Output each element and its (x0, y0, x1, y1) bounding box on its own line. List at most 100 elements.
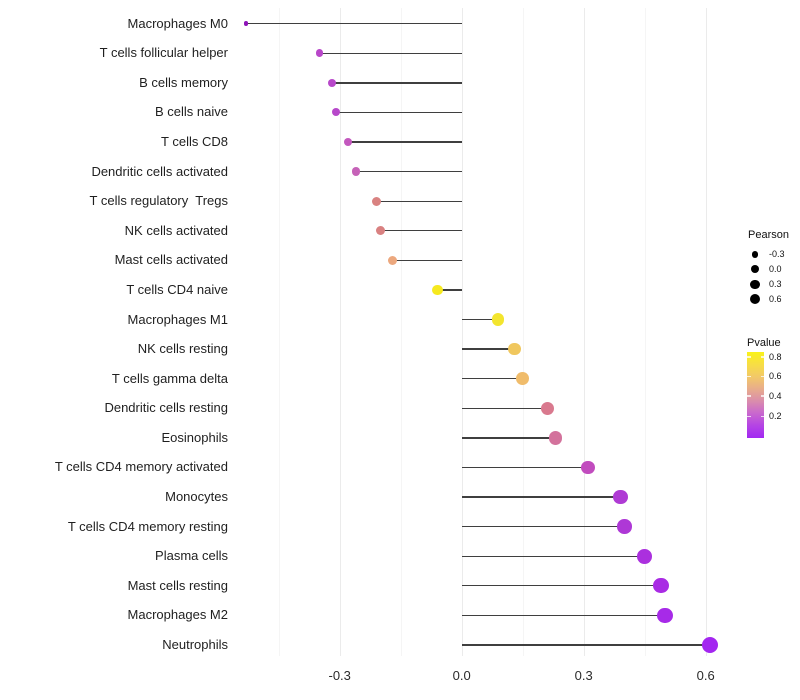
lollipop-dot (375, 226, 386, 236)
pvalue-legend-title: Pvalue (747, 337, 781, 349)
legend-size-label: 0.3 (769, 278, 782, 289)
legend-size-label: 0.6 (769, 293, 782, 304)
lollipop-dot (431, 284, 443, 296)
y-axis-label: Dendritic cells activated (91, 163, 228, 179)
colorbar-tick (760, 356, 764, 358)
lollipop-segment (246, 23, 462, 25)
legend-size-label: -0.3 (769, 248, 785, 259)
lollipop-segment (461, 585, 661, 587)
lollipop-segment (355, 170, 462, 173)
y-axis-label: T cells follicular helper (99, 45, 228, 61)
lollipop-segment (461, 378, 523, 380)
y-axis-label: T cells gamma delta (111, 370, 228, 386)
colorbar-tick (747, 415, 751, 418)
y-axis-label: B cells memory (139, 74, 228, 90)
lollipop-segment (335, 111, 462, 114)
y-axis-label: T cells CD4 memory resting (67, 518, 228, 534)
lollipop-dot (315, 49, 324, 58)
lollipop-dot (508, 342, 521, 356)
pvalue-tick-label: 0.6 (769, 371, 782, 381)
lollipop-dot (343, 137, 353, 147)
lollipop-segment (392, 259, 462, 262)
pvalue-tick-label: 0.8 (769, 351, 782, 362)
x-tick-label: 0.6 (696, 668, 715, 683)
lollipop-segment (380, 230, 462, 232)
y-axis-label: Dendritic cells resting (104, 400, 228, 416)
lollipop-segment (437, 289, 462, 291)
lollipop-segment (461, 407, 548, 409)
lollipop-dot (657, 607, 673, 624)
lollipop-segment (331, 82, 462, 84)
colorbar-tick (760, 395, 764, 397)
minor-gridline (278, 8, 280, 656)
pvalue-tick-label: 0.2 (769, 411, 782, 421)
y-axis-label: Macrophages M0 (127, 15, 228, 31)
lollipop-dot (701, 636, 718, 653)
y-axis-label: Monocytes (165, 489, 228, 505)
pvalue-colorbar (747, 352, 764, 438)
major-gridline (461, 8, 463, 656)
y-axis-label: B cells naive (155, 104, 228, 120)
lollipop-segment (376, 200, 462, 202)
lollipop-segment (461, 555, 645, 557)
lollipop-dot (331, 108, 340, 117)
x-tick-label: -0.3 (328, 668, 351, 683)
lollipop-segment (461, 644, 710, 646)
lollipop-segment (319, 52, 462, 54)
minor-gridline (522, 8, 524, 656)
lollipop-dot (351, 167, 361, 176)
lollipop-dot (613, 489, 628, 505)
legend-size-dot (750, 279, 760, 289)
y-axis-label: T cells CD4 memory activated (54, 459, 228, 475)
y-axis-label: Mast cells activated (114, 252, 228, 268)
x-tick-label: 0.3 (574, 668, 593, 683)
y-axis-label: Macrophages M2 (127, 607, 228, 623)
y-axis-label: Mast cells resting (127, 577, 228, 593)
minor-gridline (400, 8, 402, 656)
colorbar-tick (747, 395, 751, 397)
colorbar-tick (747, 356, 751, 358)
y-axis-label: Neutrophils (162, 636, 228, 652)
pearson-legend-title: Pearson (748, 229, 789, 241)
legend-size-dot (751, 265, 759, 274)
lollipop-segment (461, 318, 499, 321)
colorbar-tick (747, 375, 751, 378)
lollipop-dot (327, 78, 336, 87)
lollipop-segment (461, 348, 515, 350)
y-axis-label: NK cells activated (124, 222, 228, 238)
lollipop-dot (492, 313, 505, 326)
y-axis-label: Plasma cells (155, 548, 228, 564)
lollipop-segment (461, 525, 625, 528)
lollipop-dot (653, 578, 669, 594)
minor-gridline (644, 8, 646, 656)
colorbar-tick (760, 375, 764, 378)
lollipop-dot (371, 196, 381, 206)
major-gridline (339, 8, 341, 656)
y-axis-label: Eosinophils (161, 429, 229, 445)
y-axis-label: T cells regulatory Tregs (89, 193, 228, 209)
lollipop-dot (387, 255, 398, 266)
major-gridline (705, 8, 707, 656)
lollipop-dot (540, 401, 554, 415)
lollipop-segment (347, 141, 462, 143)
lollipop-segment (461, 496, 621, 498)
lollipop-dot (243, 21, 249, 26)
lollipop-dot (617, 519, 632, 534)
x-tick-label: 0.0 (452, 668, 471, 683)
lollipop-segment (461, 437, 556, 439)
lollipop-dot (548, 431, 562, 445)
y-axis-label: T cells CD4 naive (126, 281, 228, 297)
lollipop-segment (461, 466, 588, 469)
y-axis-label: Macrophages M1 (127, 311, 228, 327)
colorbar-tick (760, 415, 764, 418)
lollipop-dot (516, 372, 530, 386)
legend-size-dot (751, 250, 759, 258)
lollipop-dot (637, 548, 653, 564)
legend-size-label: 0.0 (769, 263, 782, 274)
major-gridline (583, 8, 585, 656)
lollipop-dot (580, 460, 595, 475)
pvalue-tick-label: 0.4 (769, 390, 782, 401)
legend-size-dot (749, 294, 761, 305)
y-axis-label: NK cells resting (137, 341, 228, 357)
